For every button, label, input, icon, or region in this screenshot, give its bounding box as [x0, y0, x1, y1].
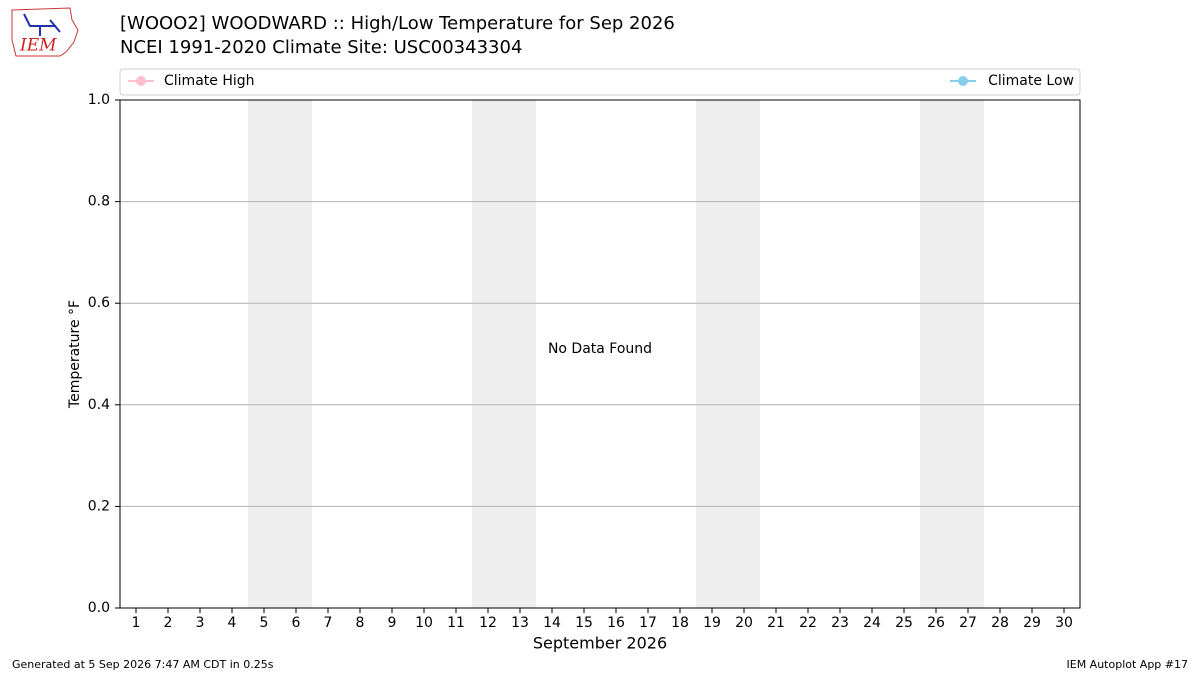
x-tick-label: 1	[132, 615, 141, 631]
x-tick-label: 15	[575, 615, 593, 631]
logo-icon	[23, 13, 61, 36]
y-tick-label: 0.2	[88, 498, 110, 514]
x-tick-label: 7	[324, 615, 333, 631]
y-tick-label: 0.4	[88, 397, 110, 413]
x-tick-label: 30	[1055, 615, 1073, 631]
logo-text: IEM	[19, 36, 57, 56]
logo-outline	[11, 7, 79, 57]
x-tick-label: 16	[607, 615, 625, 631]
x-tick-label: 26	[927, 615, 945, 631]
legend-marker	[958, 76, 968, 86]
y-tick-label: 0.8	[88, 194, 110, 210]
logo: IEM	[11, 7, 79, 57]
x-tick-label: 18	[671, 615, 689, 631]
x-tick-label: 21	[767, 615, 785, 631]
x-tick-label: 2	[164, 615, 173, 631]
legend-label: Climate Low	[988, 73, 1074, 89]
annotation: No Data Found	[548, 341, 652, 357]
x-tick-label: 19	[703, 615, 721, 631]
x-tick-label: 11	[447, 615, 465, 631]
x-tick-label: 24	[863, 615, 881, 631]
x-tick-label: 27	[959, 615, 977, 631]
x-tick-label: 6	[292, 615, 301, 631]
x-tick-label: 8	[356, 615, 365, 631]
y-axis-label: Temperature °F	[67, 300, 83, 409]
x-tick-label: 22	[799, 615, 817, 631]
chart-subtitle: NCEI 1991-2020 Climate Site: USC00343304	[120, 37, 522, 58]
x-tick-label: 9	[388, 615, 397, 631]
x-axis-label: September 2026	[533, 634, 667, 653]
y-tick-label: 0.0	[88, 600, 110, 616]
legend-box	[119, 68, 1081, 96]
x-tick-label: 4	[228, 615, 237, 631]
x-tick-label: 28	[991, 615, 1009, 631]
x-tick-label: 5	[260, 615, 269, 631]
x-tick-label: 3	[196, 615, 205, 631]
x-tick-label: 17	[639, 615, 657, 631]
weekend-shade	[696, 100, 760, 608]
x-tick-label: 23	[831, 615, 849, 631]
x-tick-label: 14	[543, 615, 561, 631]
x-tick-label: 25	[895, 615, 913, 631]
footer-left: Generated at 5 Sep 2026 7:47 AM CDT in 0…	[12, 658, 274, 671]
plot-frame	[119, 99, 1081, 609]
weekend-shade	[920, 100, 984, 608]
footer-right: IEM Autoplot App #17	[1067, 658, 1189, 671]
x-tick-label: 10	[415, 615, 433, 631]
weekend-shade	[472, 100, 536, 608]
x-tick-label: 29	[1023, 615, 1041, 631]
y-tick-label: 1.0	[88, 92, 110, 108]
y-tick-label: 0.6	[88, 295, 110, 311]
chart-title: [WOOO2] WOODWARD :: High/Low Temperature…	[120, 13, 675, 34]
x-tick-label: 20	[735, 615, 753, 631]
x-tick-label: 12	[479, 615, 497, 631]
legend-label: Climate High	[164, 73, 255, 89]
weekend-shade	[248, 100, 312, 608]
legend-marker	[136, 76, 146, 86]
x-tick-label: 13	[511, 615, 529, 631]
